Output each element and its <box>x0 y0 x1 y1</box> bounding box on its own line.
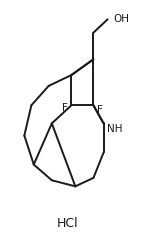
Text: F: F <box>97 105 102 115</box>
Text: OH: OH <box>113 14 129 24</box>
Text: F: F <box>62 103 68 113</box>
Text: HCl: HCl <box>57 217 78 230</box>
Text: NH: NH <box>107 124 122 135</box>
